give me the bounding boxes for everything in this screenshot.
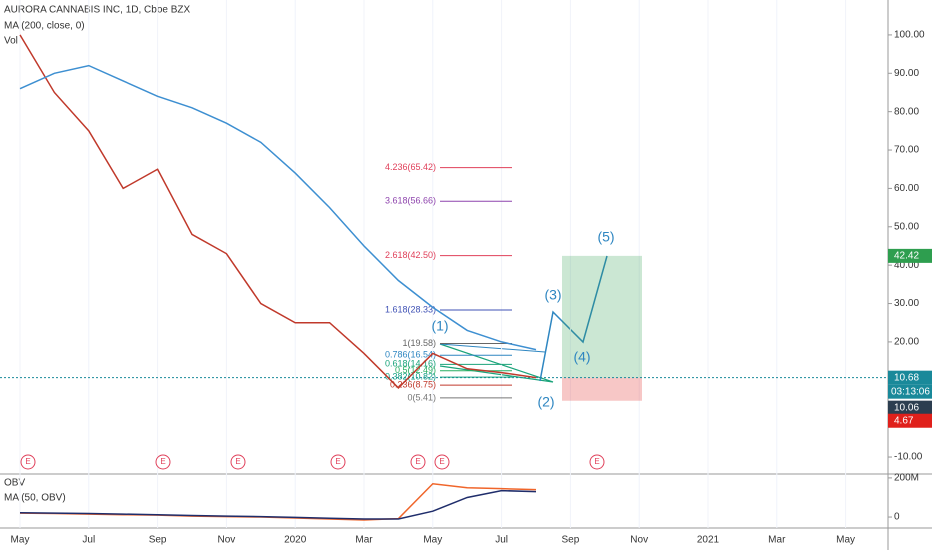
wave-path bbox=[539, 255, 608, 382]
fib-label: 1(19.58) bbox=[402, 338, 436, 348]
x-tick-label: Sep bbox=[149, 535, 167, 546]
y-tick-label: 80.00 bbox=[894, 106, 919, 117]
x-tick-label: Mar bbox=[355, 535, 373, 546]
wave-label: (5) bbox=[597, 229, 614, 245]
price-badge bbox=[888, 413, 932, 428]
fib-label: 0.618(14.16) bbox=[385, 359, 436, 369]
fib-label: 2.618(42.50) bbox=[385, 250, 436, 260]
price-line-series bbox=[19, 34, 537, 390]
y-tick-label: 100.00 bbox=[894, 30, 925, 41]
price-badge-label: 10.68 bbox=[894, 372, 919, 383]
obv-label: MA (50, OBV) bbox=[4, 493, 66, 504]
earnings-circle bbox=[410, 454, 426, 470]
earnings-circle bbox=[589, 454, 605, 470]
price-badge bbox=[888, 248, 932, 263]
y-tick-label: 40.00 bbox=[894, 260, 919, 271]
trend-line bbox=[439, 343, 546, 353]
price-badge-label: 42.42 bbox=[894, 251, 919, 262]
wave-label: (4) bbox=[573, 349, 590, 365]
earnings-circle bbox=[330, 454, 346, 470]
x-tick-label: May bbox=[836, 535, 855, 546]
y-tick-label: 90.00 bbox=[894, 68, 919, 79]
wave-label: (2) bbox=[537, 394, 554, 410]
x-tick-label: May bbox=[11, 535, 30, 546]
earnings-marker: E bbox=[335, 457, 340, 466]
y-tick-label: 60.00 bbox=[894, 183, 919, 194]
price-badge bbox=[888, 370, 932, 385]
price-badge-label: 4.67 bbox=[894, 415, 914, 426]
price-line-series bbox=[19, 64, 537, 351]
x-tick-label: 2021 bbox=[697, 535, 720, 546]
earnings-circle bbox=[434, 454, 450, 470]
fib-label: 3.618(56.66) bbox=[385, 196, 436, 206]
x-tick-label: Nov bbox=[630, 535, 648, 546]
earnings-marker: E bbox=[160, 457, 165, 466]
x-tick-label: Jul bbox=[495, 535, 508, 546]
y-tick-label: 30.00 bbox=[894, 298, 919, 309]
loss-zone bbox=[562, 377, 642, 401]
fib-label: 4.236(65.42) bbox=[385, 162, 436, 172]
countdown-badge bbox=[888, 384, 932, 399]
fib-label: 1.618(28.33) bbox=[385, 304, 436, 314]
earnings-marker: E bbox=[235, 457, 240, 466]
wave-label: (1) bbox=[431, 318, 448, 334]
earnings-marker: E bbox=[415, 457, 420, 466]
fib-label: 0(5.41) bbox=[407, 392, 436, 402]
earnings-marker: E bbox=[439, 457, 444, 466]
price-badge bbox=[888, 400, 932, 415]
earnings-circle bbox=[230, 454, 246, 470]
obv-tick-label: 200M bbox=[894, 473, 919, 484]
earnings-marker: E bbox=[594, 457, 599, 466]
obv-tick-label: 0 bbox=[894, 512, 900, 523]
profit-zone bbox=[562, 255, 642, 378]
earnings-marker: E bbox=[25, 457, 30, 466]
indicator-label: MA (200, close, 0) bbox=[4, 21, 85, 32]
x-tick-label: Nov bbox=[218, 535, 236, 546]
triangle-drawing bbox=[439, 343, 554, 383]
earnings-circle bbox=[20, 454, 36, 470]
x-tick-label: Mar bbox=[768, 535, 786, 546]
fib-label: 0.786(16.54) bbox=[385, 350, 436, 360]
obv-label: OBV bbox=[4, 478, 25, 489]
fib-label: 0.236(8.75) bbox=[390, 379, 436, 389]
wave-label: (3) bbox=[544, 287, 561, 303]
earnings-circle bbox=[155, 454, 171, 470]
y-tick-label: 50.00 bbox=[894, 221, 919, 232]
y-tick-label: -10.00 bbox=[894, 452, 923, 463]
x-tick-label: Sep bbox=[562, 535, 580, 546]
x-tick-label: Jul bbox=[82, 535, 95, 546]
obv-line bbox=[19, 489, 537, 520]
countdown-label: 03:13:06 bbox=[891, 386, 930, 397]
x-tick-label: May bbox=[423, 535, 442, 546]
y-tick-label: 70.00 bbox=[894, 145, 919, 156]
y-tick-label: 20.00 bbox=[894, 337, 919, 348]
x-tick-label: 2020 bbox=[284, 535, 307, 546]
indicator-label: Vol bbox=[4, 36, 18, 47]
price-badge-label: 10.06 bbox=[894, 402, 919, 413]
chart-title: AURORA CANNABIS INC, 1D, Cboe BZX bbox=[4, 5, 190, 16]
